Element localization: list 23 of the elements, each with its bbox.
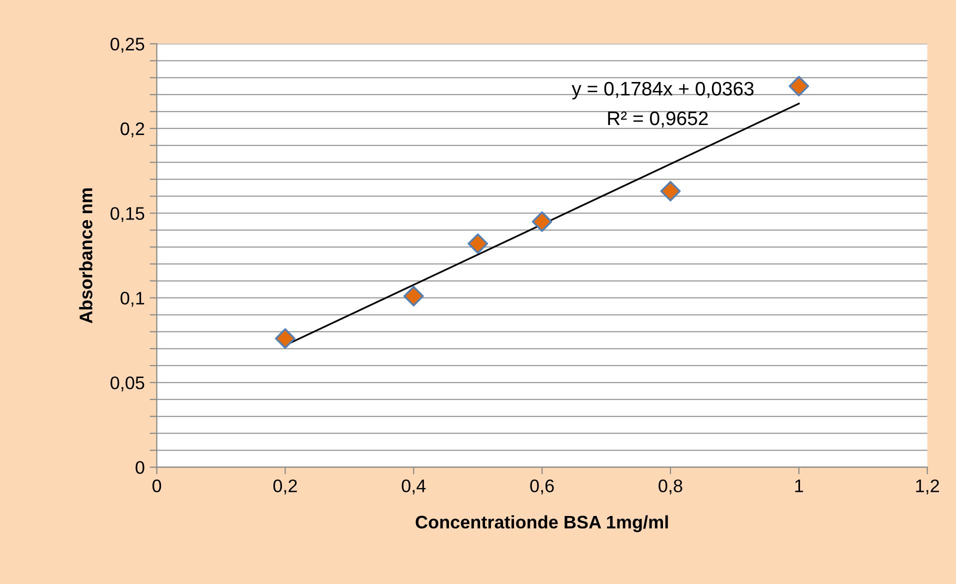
point (788, 76, 810, 96)
y-tick-label: 0,05 (110, 376, 144, 392)
x-tick-label: 1 (795, 480, 804, 492)
annotation: y = 0,1784x + 0,0363 (572, 82, 754, 100)
point (532, 211, 552, 232)
x-tick-label: 0 (152, 479, 162, 492)
point (660, 180, 681, 202)
y-tick-label: 0,15 (110, 207, 144, 222)
point (274, 328, 296, 349)
point (468, 233, 488, 254)
annotation: R² = 0,9652 (608, 111, 708, 128)
point (403, 286, 424, 306)
x-tick-label: 1,2 (916, 479, 939, 494)
x-axis-title: Concentrationde BSA 1mg/ml (416, 515, 668, 532)
y-tick-label: 0,1 (120, 292, 144, 307)
y-tick-label: 0,25 (110, 38, 144, 53)
x-tick-label: 0,6 (530, 479, 554, 494)
x-tick-label: 0,2 (273, 479, 297, 494)
x-tick-label: 0,4 (402, 479, 426, 494)
y-tick-label: 0,2 (120, 122, 144, 138)
y-tick-label: 0 (136, 461, 144, 474)
y-axis-title: Absorbance nm (79, 188, 92, 324)
x-tick-label: 0,8 (658, 479, 682, 494)
